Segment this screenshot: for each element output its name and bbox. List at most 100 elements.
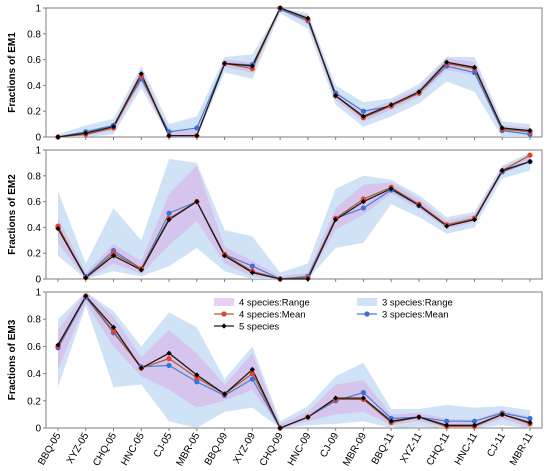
point-5-species	[499, 125, 505, 131]
y-axis-label: Fractions of EM1	[7, 32, 18, 113]
x-tick-label: CJ-05	[152, 431, 175, 460]
point-5-species	[360, 199, 367, 205]
x-tick-label: MBR-05	[175, 431, 203, 469]
point-5-species	[55, 342, 61, 348]
point-5-species	[444, 59, 450, 65]
y-axis-label: Fractions of EM3	[7, 319, 18, 400]
range-band-3-species	[58, 152, 530, 279]
point-5-species	[221, 391, 228, 397]
point-5-species	[249, 63, 255, 69]
y-tick-label: 0.8	[27, 29, 41, 40]
legend-swatch-3-species-range	[357, 298, 377, 306]
x-tick-label: CHQ-05	[91, 431, 119, 469]
legend-5-species-marker	[221, 323, 227, 329]
x-tick-label: MBR-09	[341, 431, 369, 469]
legend-label: 4 species:Range	[239, 298, 310, 309]
point-5-species	[277, 5, 283, 11]
point-3-species-mean	[388, 415, 394, 422]
x-tick-label: XYZ-09	[231, 431, 258, 466]
x-tick-label: BBQ-05	[36, 431, 64, 468]
point-3-species-mean	[166, 210, 172, 216]
point-4-species-mean	[249, 371, 255, 377]
point-4-species-mean	[166, 356, 172, 362]
point-4-species-mean	[527, 152, 533, 158]
y-tick-label: 0.4	[27, 223, 41, 234]
point-3-species-mean	[249, 263, 255, 269]
point-5-species	[388, 186, 394, 192]
y-tick-label: 1	[35, 288, 41, 299]
point-5-species	[221, 253, 228, 259]
point-5-species	[277, 276, 283, 282]
point-5-species	[110, 324, 117, 330]
point-5-species	[83, 275, 89, 281]
x-tick-label: CJ-11	[485, 431, 508, 459]
y-tick-label: 0.4	[27, 369, 41, 380]
point-5-species	[527, 127, 533, 134]
legend-swatch-4-species-range	[214, 298, 234, 306]
x-tick-label: HNC-09	[286, 431, 314, 468]
point-5-species	[55, 226, 61, 232]
point-5-species	[138, 71, 144, 77]
y-tick-label: 0.6	[27, 55, 41, 66]
legend-4-species-mean-marker	[221, 311, 227, 317]
point-3-species-mean	[166, 362, 172, 369]
point-5-species	[110, 253, 117, 259]
point-5-species	[416, 414, 422, 420]
legend-3-species-mean-marker	[364, 311, 370, 317]
series-line-5-species	[57, 294, 531, 429]
point-5-species	[305, 276, 311, 282]
y-tick-label: 0.6	[27, 197, 41, 208]
point-4-species-mean	[194, 375, 200, 381]
point-5-species	[194, 133, 200, 139]
point-5-species	[221, 60, 228, 67]
point-3-species-mean	[249, 376, 255, 382]
series-line-5-species	[57, 7, 531, 138]
point-3-species-mean	[166, 129, 172, 135]
point-5-species	[166, 133, 172, 139]
x-tick-label: MBR-11	[508, 431, 536, 468]
legend-label: 4 species:Mean	[239, 310, 306, 321]
point-5-species	[83, 130, 89, 136]
x-tick-label: BBQ-09	[203, 431, 231, 468]
point-5-species	[138, 365, 144, 371]
point-3-species-mean	[471, 69, 478, 76]
point-5-species	[360, 395, 367, 401]
y-tick-label: 0.8	[27, 315, 41, 326]
point-5-species	[416, 202, 422, 209]
point-5-species	[471, 422, 478, 428]
point-5-species	[333, 217, 339, 223]
point-3-species-mean	[194, 125, 200, 131]
y-tick-label: 0.8	[27, 171, 41, 182]
point-5-species	[471, 217, 478, 223]
point-5-species	[55, 134, 61, 140]
point-5-species	[499, 168, 505, 174]
x-tick-label: CJ-09	[318, 431, 341, 460]
point-5-species	[277, 425, 283, 431]
x-tick-label: HNC-11	[453, 431, 480, 468]
range-band-4-species	[58, 292, 530, 428]
point-5-species	[194, 199, 200, 205]
legend-label: 3 species:Range	[382, 298, 453, 309]
point-5-species	[360, 113, 367, 119]
x-tick-label: CHQ-11	[425, 431, 453, 468]
y-tick-label: 0	[35, 133, 41, 144]
point-5-species	[166, 350, 172, 356]
point-5-species	[305, 414, 311, 420]
point-5-species	[249, 366, 255, 373]
y-tick-label: 1	[35, 146, 41, 157]
point-5-species	[388, 102, 394, 108]
point-3-species-mean	[360, 390, 367, 396]
point-5-species	[333, 93, 339, 99]
point-5-species	[444, 223, 450, 229]
y-tick-label: 0.2	[27, 249, 41, 260]
point-5-species	[333, 395, 339, 401]
x-tick-label: HNC-05	[119, 431, 147, 468]
x-tick-label: XYZ-11	[398, 431, 424, 466]
x-tick-label: XYZ-05	[65, 431, 92, 466]
point-3-species-mean	[527, 415, 533, 422]
range-band-3-species	[58, 8, 530, 137]
y-tick-label: 1	[35, 4, 41, 15]
y-axis-label: Fractions of EM2	[7, 174, 18, 255]
y-tick-label: 0	[35, 275, 41, 286]
